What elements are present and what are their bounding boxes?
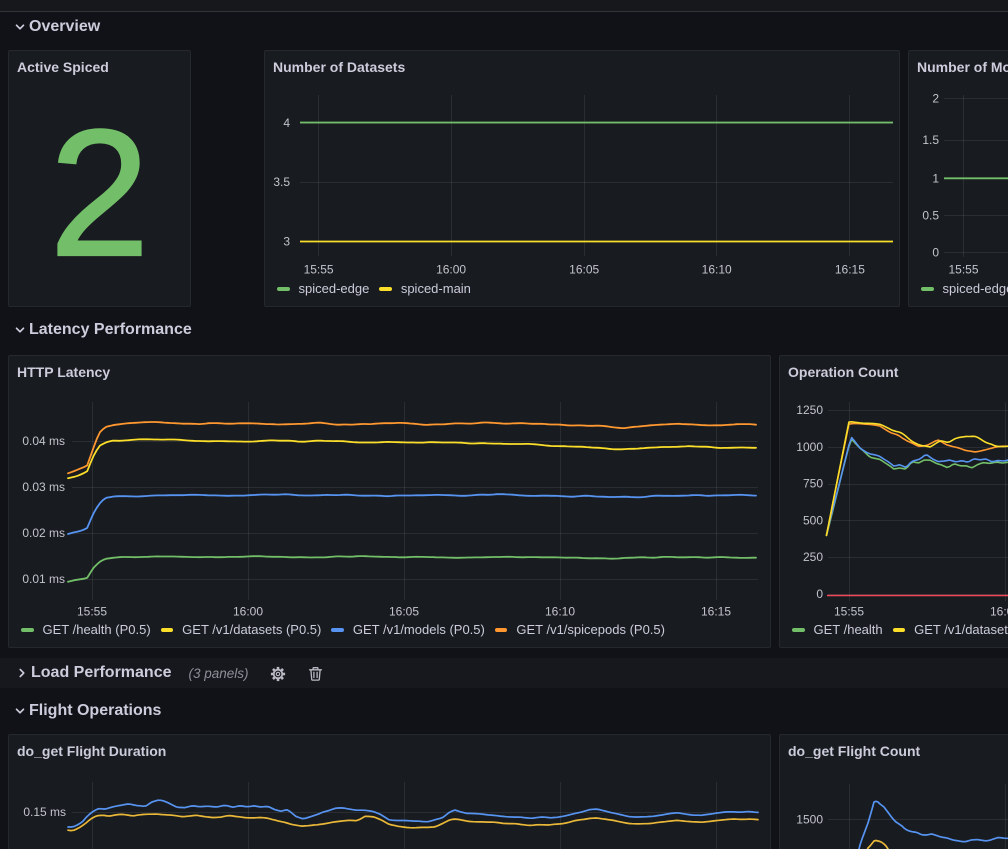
svg-text:15:55: 15:55 bbox=[834, 605, 864, 619]
svg-text:1.5: 1.5 bbox=[922, 133, 939, 147]
svg-text:16:00: 16:00 bbox=[436, 263, 466, 277]
svg-text:16:00: 16:00 bbox=[233, 605, 263, 619]
svg-text:1: 1 bbox=[932, 171, 939, 185]
svg-text:3: 3 bbox=[283, 235, 290, 249]
svg-text:16:05: 16:05 bbox=[569, 263, 599, 277]
svg-text:16:05: 16:05 bbox=[389, 605, 419, 619]
svg-text:0.03 ms: 0.03 ms bbox=[22, 480, 65, 494]
svg-text:15:55: 15:55 bbox=[948, 263, 978, 277]
svg-text:1250: 1250 bbox=[796, 403, 823, 417]
svg-text:16:10: 16:10 bbox=[545, 605, 575, 619]
svg-text:15:55: 15:55 bbox=[77, 605, 107, 619]
svg-text:0.04 ms: 0.04 ms bbox=[22, 434, 65, 448]
svg-text:4: 4 bbox=[283, 116, 290, 130]
svg-text:16:15: 16:15 bbox=[701, 605, 731, 619]
svg-text:0.5: 0.5 bbox=[922, 209, 939, 223]
svg-text:500: 500 bbox=[803, 513, 823, 527]
svg-text:3.5: 3.5 bbox=[273, 175, 290, 189]
svg-text:0.01 ms: 0.01 ms bbox=[22, 572, 65, 586]
svg-text:0: 0 bbox=[932, 246, 939, 260]
svg-text:15:55: 15:55 bbox=[304, 263, 334, 277]
svg-text:0.15 ms: 0.15 ms bbox=[23, 805, 66, 819]
svg-text:750: 750 bbox=[803, 477, 823, 491]
svg-text:0: 0 bbox=[816, 587, 823, 601]
svg-text:2: 2 bbox=[932, 92, 939, 106]
svg-text:1000: 1000 bbox=[796, 440, 823, 454]
svg-text:0.02 ms: 0.02 ms bbox=[22, 526, 65, 540]
svg-text:16:00: 16:00 bbox=[990, 605, 1008, 619]
svg-text:16:10: 16:10 bbox=[702, 263, 732, 277]
svg-text:16:15: 16:15 bbox=[835, 263, 865, 277]
svg-text:1500: 1500 bbox=[796, 813, 823, 827]
svg-text:250: 250 bbox=[803, 550, 823, 564]
